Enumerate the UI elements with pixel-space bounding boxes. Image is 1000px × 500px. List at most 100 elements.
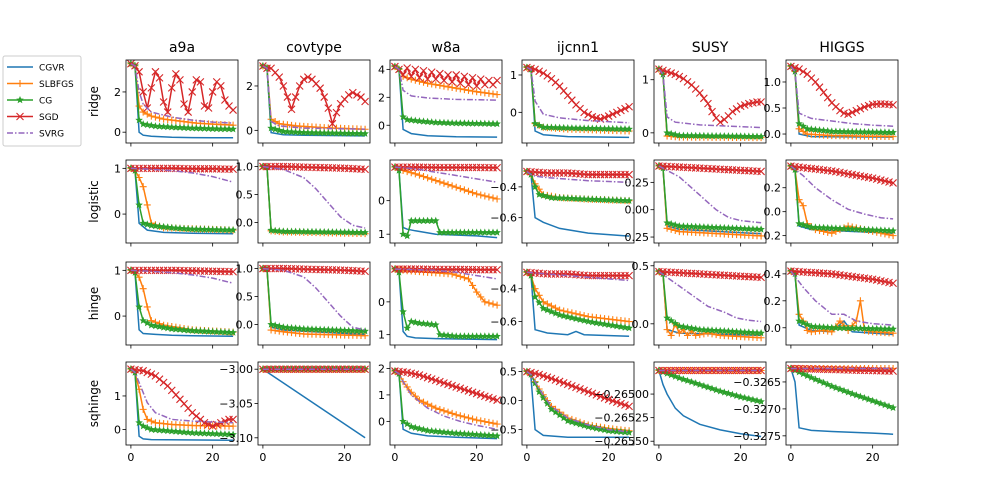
marker-cg [163,426,172,435]
marker-cg [308,128,316,136]
marker-cg [468,228,477,236]
marker-slbfgs [135,273,143,281]
series-line-slbfgs [394,268,498,306]
marker-cg [444,331,452,339]
marker-cg [344,326,353,334]
x-tick-label: 20 [866,451,880,464]
marker-cg [279,127,288,135]
marker-slbfgs [473,190,481,198]
axes-frame [521,361,635,446]
marker-slbfgs [444,83,452,91]
series-group [655,65,765,142]
marker-sgd [147,370,156,379]
marker-cg [608,321,617,329]
marker-slbfgs [143,415,151,423]
marker-sgd [200,418,209,427]
marker-cg [704,326,712,334]
marker-cg [608,124,617,133]
marker-sgd [229,267,237,276]
marker-sgd [332,108,341,117]
marker-cg [596,124,605,132]
series-line-svrg [262,65,366,130]
marker-cg [535,298,543,306]
marker-cg [716,326,724,334]
marker-slbfgs [452,183,460,191]
y-tick-label: 0.2 [764,295,782,308]
marker-sgd [208,422,217,431]
marker-slbfgs [440,407,448,415]
legend-item-cg: CG [7,96,52,107]
marker-cg [807,125,816,133]
marker-cg [489,228,497,236]
marker-slbfgs [473,416,481,424]
marker-cg [456,228,465,236]
marker-cg [225,430,233,438]
marker-cg [828,323,836,331]
marker-cg [749,328,757,336]
y-tick-label: 1 [114,390,121,403]
y-tick-label: 1 [114,264,121,277]
marker-cg [452,429,460,437]
marker-cg [555,194,564,202]
y-tick-label: −0.26500 [594,388,649,401]
marker-cg [151,322,160,330]
marker-sgd [671,70,680,79]
marker-cg [283,127,292,135]
marker-sgd [176,75,184,84]
marker-cg [204,124,213,132]
marker-cg [753,225,761,233]
panel-logistic-HIGGS: 0.2 0.0 0.2 [764,159,899,247]
marker-cg [815,322,824,331]
series-line-sgd [262,65,366,127]
marker-cg [803,124,812,133]
marker-sgd [419,66,428,75]
marker-cg [349,129,357,137]
marker-cg [531,182,539,191]
marker-cg [872,226,881,234]
marker-cg [464,332,473,340]
marker-slbfgs [485,193,493,201]
marker-slbfgs [469,415,477,423]
marker-cg [732,224,741,232]
marker-cg [621,428,629,436]
x-tick-label: 0 [259,451,266,464]
marker-cg [485,119,493,127]
marker-cg [815,223,824,231]
y-tick-label: 0 [114,310,121,323]
marker-cg [440,428,448,436]
marker-sgd [625,402,633,411]
y-tick-label: 1 [378,389,385,402]
marker-sgd [539,69,548,78]
marker-cg [736,327,745,336]
marker-cg [192,326,201,335]
marker-sgd [221,417,229,425]
marker-cg [476,332,485,340]
marker-cg [312,128,320,136]
marker-sgd [320,93,329,101]
marker-slbfgs [625,318,633,326]
marker-sgd [159,98,168,106]
series-line-cg [658,165,762,231]
marker-cg [415,216,424,224]
marker-sgd [584,110,593,119]
marker-cg [143,220,152,228]
marker-slbfgs [757,232,765,240]
series-line-svrg [262,267,366,331]
marker-cg [848,324,856,332]
marker-slbfgs [440,82,448,90]
marker-slbfgs [469,87,477,95]
series-line-svrg [790,165,894,220]
marker-cg [856,392,865,400]
series-line-slbfgs [658,270,762,339]
series-group [523,167,633,237]
marker-sgd [403,64,412,72]
marker-cg [568,194,576,202]
marker-sgd [287,105,296,114]
marker-cg [411,423,420,431]
marker-cg [667,371,675,379]
marker-slbfgs [535,291,543,299]
marker-cg [555,411,564,419]
marker-cg [295,227,304,235]
marker-sgd [757,273,765,282]
marker-cg [217,124,225,133]
